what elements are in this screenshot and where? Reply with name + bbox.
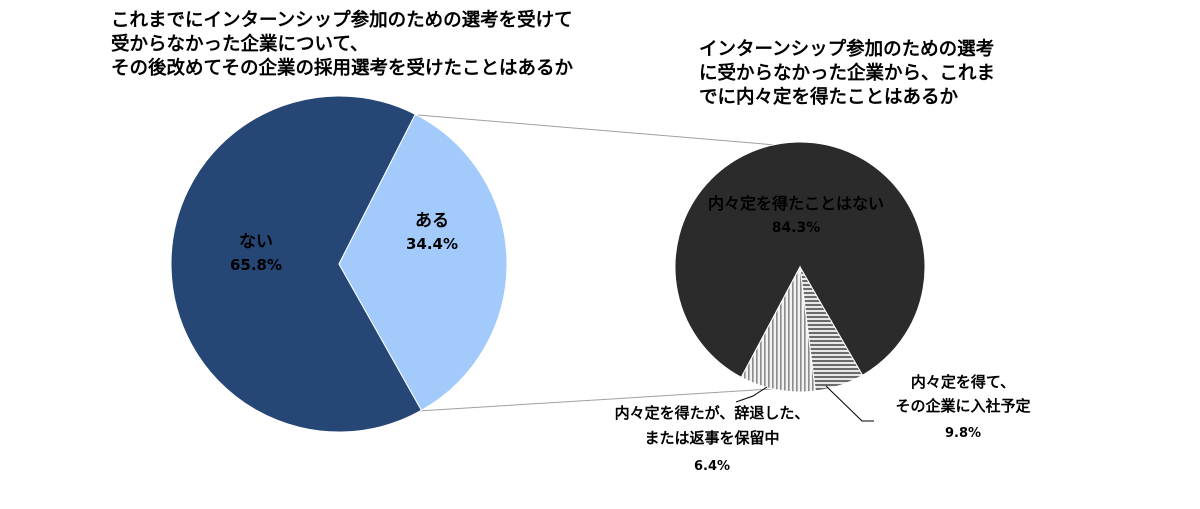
- connector-line-top: [417, 114, 789, 147]
- right-title-line-2: に受からなかった企業から、これま: [699, 63, 996, 84]
- left-title-line-1: これまでにインターンシップ参加のための選考を受けて: [111, 10, 573, 31]
- left-title-line-2: 受からなかった企業について、: [111, 34, 369, 55]
- pie-slice-no-offer: [674, 141, 926, 379]
- right-title-line-3: でに内々定を得たことはあるか: [699, 87, 959, 108]
- slice-label-declined-line-2: または返事を保留中: [644, 429, 779, 447]
- pie-slice-nai: [170, 95, 423, 433]
- pie-slice-declined: [799, 266, 864, 392]
- slice-value-declined: 6.4%: [694, 459, 730, 474]
- pie-slice-aru: [338, 113, 508, 412]
- left-chart-title: これまでにインターンシップ参加のための選考を受けて 受からなかった企業について、…: [111, 9, 573, 81]
- slice-value-nai: 65.8%: [230, 256, 282, 274]
- leader-line-declined: [735, 386, 768, 403]
- slice-label-accepted-line-2: その企業に入社予定: [895, 397, 1030, 415]
- left-pie: [170, 95, 508, 433]
- leader-line-accepted: [825, 385, 874, 422]
- pie-slice-accepted: [740, 265, 816, 393]
- connector-line-bottom: [417, 387, 789, 412]
- slice-label-no-offer: 内々定を得たことはない: [708, 194, 884, 213]
- slice-label-declined-line-1: 内々定を得たが、辞退した、: [615, 404, 810, 422]
- right-title-line-1: インターンシップ参加のための選考: [699, 39, 995, 60]
- left-title-line-3: その後改めてその企業の採用選考を受けたことはあるか: [111, 58, 573, 79]
- slice-value-aru: 34.4%: [406, 235, 458, 253]
- slice-label-nai: ない: [239, 232, 273, 252]
- right-pie: [674, 141, 926, 393]
- right-chart-title: インターンシップ参加のための選考 に受からなかった企業から、これま でに内々定を…: [699, 38, 995, 110]
- slice-label-accepted-line-1: 内々定を得て、: [911, 373, 1015, 391]
- slice-value-no-offer: 84.3%: [772, 220, 821, 236]
- slice-label-aru: ある: [415, 211, 449, 231]
- slice-value-accepted: 9.8%: [945, 426, 981, 441]
